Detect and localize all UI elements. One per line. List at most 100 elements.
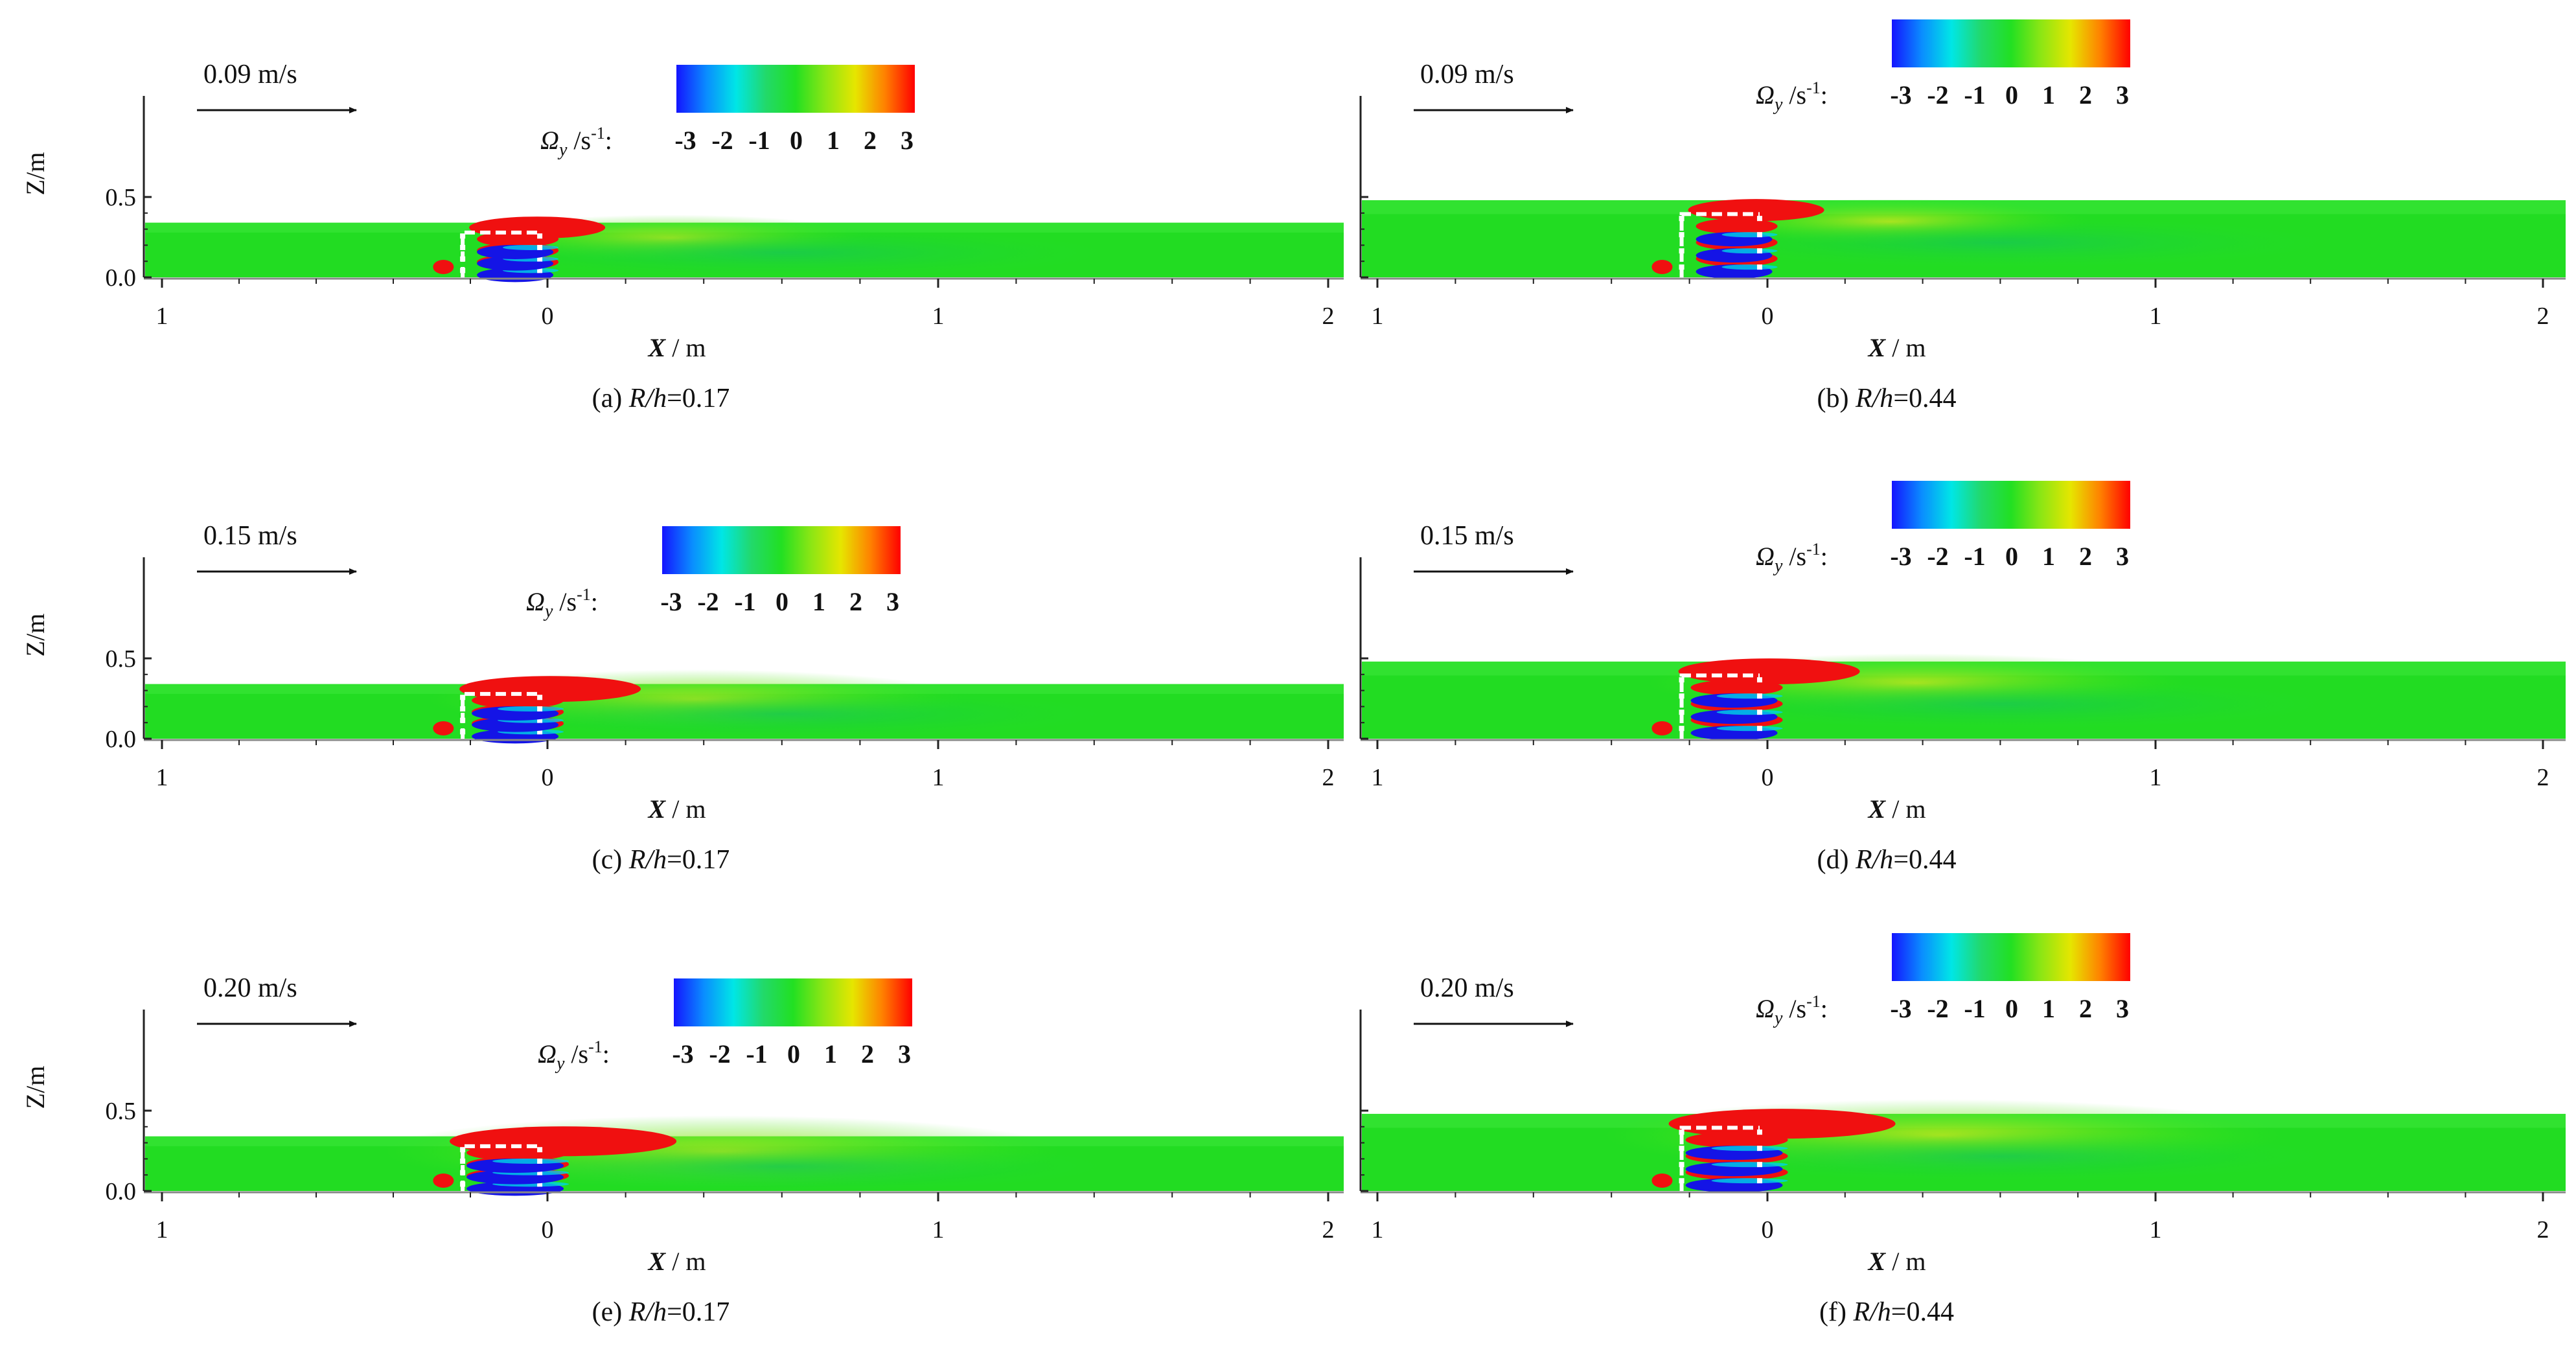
cylinder-tip <box>460 244 466 250</box>
caption-label: (e) <box>592 1297 629 1327</box>
x-tick-label: 0 <box>542 303 554 330</box>
x-axis-symbol: X <box>1867 1247 1887 1276</box>
vortex-shear <box>1711 1178 1788 1184</box>
cylinder-tip <box>537 717 543 723</box>
x-axis-symbol: X <box>647 1247 667 1276</box>
caption-value: =0.17 <box>667 384 730 413</box>
cylinder-tip <box>1756 1162 1762 1168</box>
x-tick-label: 1 <box>1372 1216 1384 1243</box>
vegetation-outline <box>1679 1126 1760 1191</box>
colorbar-subscript: y <box>1773 1008 1783 1028</box>
colorbar-subscript: y <box>1773 95 1783 115</box>
bed-vortex <box>1651 721 1673 735</box>
caption-value: =0.17 <box>667 1297 730 1327</box>
vortex-positive <box>1678 658 1860 685</box>
cylinder-tip <box>460 706 466 711</box>
caption-value: =0.44 <box>1893 384 1956 413</box>
cylinder-tip <box>537 729 543 735</box>
colorbar-subscript: y <box>543 601 553 621</box>
colorbar-unit: /s <box>567 126 591 155</box>
caption-param: R/h <box>628 845 667 875</box>
vortex-positive <box>1688 199 1824 222</box>
wake-lower <box>1663 678 2338 730</box>
cylinder-tip <box>1679 1162 1685 1168</box>
caption-value: =0.17 <box>667 845 730 875</box>
cylinder-tip <box>537 268 543 273</box>
velocity-label: 0.20 m/s <box>1420 973 1514 1003</box>
x-tick-label: 0 <box>1762 303 1774 330</box>
colorbar-tick-label: 2 <box>2079 80 2092 110</box>
colorbar-tick-label: 2 <box>2079 994 2092 1023</box>
colorbar-label: Ωy /s-1: <box>1756 540 1828 576</box>
colorbar-symbol: Ω <box>538 1039 557 1069</box>
colorbar-unit: /s <box>1782 542 1806 571</box>
colorbar-unit: /s <box>1782 994 1806 1023</box>
x-tick-label: 0 <box>1762 764 1774 791</box>
x-tick-label: 1 <box>2150 1216 2162 1243</box>
cylinder-tip <box>537 1170 543 1175</box>
caption-value: =0.44 <box>1893 845 1956 875</box>
cylinder-tip <box>537 233 543 239</box>
colorbar-tick-label: 1 <box>812 587 825 616</box>
wake-lower <box>1663 216 2338 269</box>
bed-vortex <box>433 721 454 735</box>
vortex-shear <box>492 1158 569 1164</box>
panel-caption: (c) R/h=0.17 <box>592 845 730 875</box>
velocity-label: 0.15 m/s <box>1420 521 1514 551</box>
colorbar-tick-label: 3 <box>901 126 914 155</box>
vortex-shear <box>1721 248 1778 254</box>
vegetation-outline <box>461 1144 540 1191</box>
colorbar-tick-label: 3 <box>2116 542 2129 571</box>
colorbar-tick-label: 0 <box>2005 542 2018 571</box>
x-tick-label: 1 <box>1372 303 1384 330</box>
cylinder-tip <box>1756 232 1762 238</box>
x-tick-label: 1 <box>156 764 168 791</box>
colorbar-symbol: Ω <box>1756 994 1775 1023</box>
colorbar-unit-colon: : <box>591 587 598 616</box>
cylinder-tip <box>537 695 543 700</box>
x-tick-label: 2 <box>2537 1216 2549 1243</box>
x-axis-unit: / m <box>665 794 706 824</box>
colorbar-tick-label: 1 <box>827 126 840 155</box>
colorbar-tick-label: 0 <box>2005 80 2018 110</box>
caption-param: R/h <box>1855 384 1893 413</box>
panel-caption: (a) R/h=0.17 <box>592 384 730 413</box>
colorbar-symbol: Ω <box>540 126 559 155</box>
x-tick-label: 2 <box>1322 303 1335 330</box>
x-tick-label: 1 <box>156 1216 168 1243</box>
colorbar-tick-label: 0 <box>776 587 788 616</box>
colorbar-unit-exponent: -1 <box>1806 992 1821 1011</box>
velocity-label: 0.20 m/s <box>203 973 297 1003</box>
colorbar-tick-label: 3 <box>2116 994 2129 1023</box>
colorbar-tick-label: -2 <box>1927 542 1948 571</box>
colorbar-tick-label: -1 <box>1964 80 1985 110</box>
cylinder-tip <box>1679 248 1685 254</box>
colorbar-unit-colon: : <box>1821 542 1828 571</box>
x-axis-unit: / m <box>1885 1247 1926 1276</box>
colorbar-tick-label: -3 <box>1890 994 1911 1023</box>
y-tick-label: 0.0 <box>106 1178 137 1205</box>
cylinder-tip <box>1756 1129 1762 1135</box>
colorbar-unit-exponent: -1 <box>591 124 605 143</box>
vortex-positive <box>1668 1109 1896 1139</box>
bed-vortex <box>433 1174 454 1188</box>
colorbar-unit-exponent: -1 <box>1806 78 1821 97</box>
colorbar-label: Ωy /s-1: <box>1756 78 1828 115</box>
colorbar <box>662 526 901 574</box>
colorbar <box>676 65 915 113</box>
vortex-shear <box>1716 710 1783 715</box>
vortex-shear <box>1711 1162 1788 1168</box>
panel-c: 0.00.51 0 1 2X / mZ/m0.15 m/sΩy /s-1: -3 -2 -1… <box>21 521 1344 875</box>
colorbar-tick-label: 2 <box>849 587 862 616</box>
x-tick-label: 2 <box>1322 1216 1335 1243</box>
caption-label: (b) <box>1817 384 1856 413</box>
colorbar-symbol: Ω <box>526 587 545 616</box>
wake-lower <box>1663 1130 2338 1183</box>
y-tick-label: 0.5 <box>106 184 137 211</box>
x-axis-symbol: X <box>1867 333 1887 362</box>
vegetation-outline <box>1679 212 1760 277</box>
cylinder-tip <box>460 1158 466 1164</box>
caption-param: R/h <box>628 384 667 413</box>
colorbar-unit-colon: : <box>603 1039 610 1069</box>
